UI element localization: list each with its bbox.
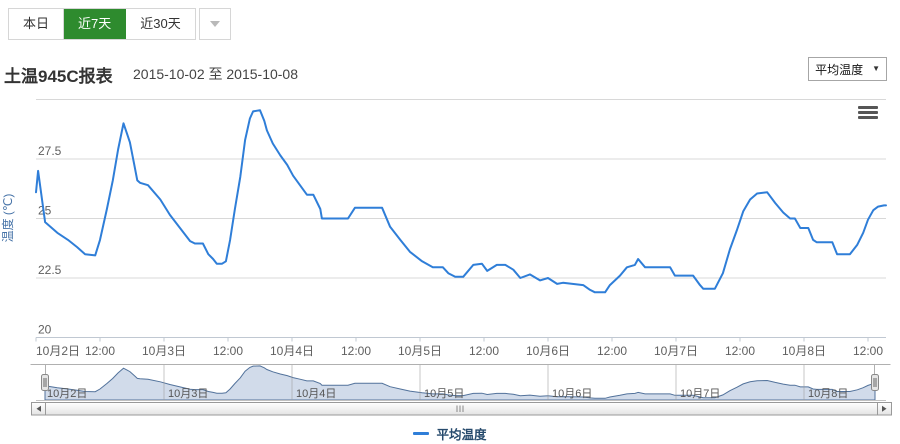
- chevron-down-icon: [209, 21, 220, 27]
- y-tick-label: 22.5: [38, 263, 62, 277]
- date-range-subtitle: 2015-10-02 至 2015-10-08: [133, 66, 299, 82]
- x-tick-label: 12:00: [597, 344, 627, 358]
- tab-last-30-days[interactable]: 近30天: [126, 9, 195, 39]
- tab-today[interactable]: 本日: [9, 9, 65, 39]
- x-tick-label: 12:00: [725, 344, 755, 358]
- y-tick-label: 25: [38, 204, 52, 218]
- legend-item-avg-temperature[interactable]: 平均温度: [0, 424, 900, 443]
- navigator-label: 10月2日: [47, 388, 87, 400]
- arrow-right-icon: [882, 405, 887, 412]
- hamburger-icon: [858, 111, 878, 114]
- x-tick-label: 12:00: [85, 344, 115, 358]
- x-tick-label: 12:00: [469, 344, 499, 358]
- x-tick-label: 10月6日: [526, 344, 570, 358]
- x-tick-label: 10月8日: [782, 344, 826, 358]
- chevron-down-icon: ▼: [872, 64, 880, 73]
- handle-grip[interactable]: [871, 374, 879, 391]
- x-axis: 10月2日 12:00 10月3日 12:00 10月4日 12:00 10月5日 12:00…: [35, 337, 883, 358]
- scrollbar-thumb[interactable]: [45, 402, 878, 416]
- x-tick-label: 12:00: [213, 344, 243, 358]
- y-axis: 20 22.5 25 27.5: [36, 99, 886, 338]
- navigator-label: 10月3日: [168, 388, 208, 400]
- handle-grip[interactable]: [41, 374, 49, 391]
- avg-temperature-line: [35, 109, 887, 294]
- y-tick-label: 27.5: [38, 144, 62, 158]
- hamburger-icon: [858, 106, 878, 109]
- scrollbar[interactable]: [31, 402, 892, 416]
- x-tick-label: 12:00: [853, 344, 883, 358]
- tab-last-7-days[interactable]: 近7天: [64, 9, 127, 39]
- x-tick-label: 12:00: [341, 344, 371, 358]
- x-tick-label: 10月3日: [142, 344, 186, 358]
- navigator-label: 10月6日: [552, 388, 592, 400]
- arrow-left-icon: [36, 405, 41, 412]
- navigator-label: 10月8日: [808, 388, 848, 400]
- temperature-chart: 20 22.5 25 27.5 温度 (℃) 10月2日 12:00 10月3日 12:00 10…: [0, 95, 900, 444]
- metric-select-value: 平均温度: [815, 62, 864, 77]
- navigator-label: 10月7日: [680, 388, 720, 400]
- x-tick-label: 10月7日: [654, 344, 698, 358]
- navigator-label: 10月4日: [296, 388, 336, 400]
- x-tick-label: 10月5日: [398, 344, 442, 358]
- y-tick-label: 20: [38, 323, 52, 337]
- x-tick-label: 10月2日: [36, 344, 80, 358]
- navigator-right-handle[interactable]: [871, 374, 879, 391]
- range-more-button[interactable]: [198, 8, 231, 40]
- navigator-label: 10月5日: [424, 388, 464, 400]
- page-title: 土温945C报表: [4, 67, 113, 86]
- range-tab-group: 本日 近7天 近30天: [8, 8, 196, 40]
- navigator-left-handle[interactable]: [41, 374, 49, 391]
- navigator-bracket-right: [874, 364, 891, 375]
- navigator[interactable]: 10月2日 10月3日 10月4日 10月5日 10月6日 10月7日 10月8日: [30, 364, 891, 401]
- hamburger-icon: [858, 116, 878, 119]
- navigator-bracket-left: [30, 364, 46, 375]
- range-tabbar: 本日 近7天 近30天: [8, 8, 231, 40]
- x-tick-label: 10月4日: [270, 344, 314, 358]
- legend-line-icon: [413, 432, 430, 435]
- metric-select[interactable]: 平均温度 ▼: [808, 57, 887, 81]
- legend-label: 平均温度: [436, 428, 487, 442]
- export-menu-button[interactable]: [856, 104, 882, 121]
- navigator-area[interactable]: [44, 365, 876, 401]
- y-axis-title: 温度 (℃): [0, 194, 15, 243]
- scrollbar-left-button[interactable]: [31, 402, 46, 416]
- scrollbar-right-button[interactable]: [877, 402, 892, 416]
